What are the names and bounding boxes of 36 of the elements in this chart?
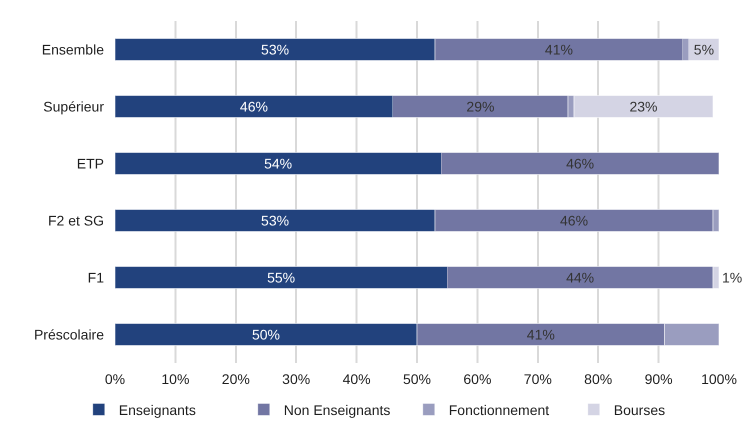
y-tick-label: F1 <box>88 269 104 286</box>
data-label: 23% <box>629 98 658 114</box>
data-label: 29% <box>466 98 494 114</box>
data-label: 54% <box>264 156 292 172</box>
x-tick-label: 70% <box>524 371 552 387</box>
data-label: 53% <box>261 212 290 228</box>
x-tick-label: 40% <box>342 371 371 387</box>
y-tick-label: Ensemble <box>42 41 104 58</box>
data-label: 50% <box>252 326 280 342</box>
x-tick-label: 10% <box>161 371 190 387</box>
x-tick-label: 0% <box>104 371 126 387</box>
x-tick-label: 90% <box>644 371 673 387</box>
legend-label: Fonctionnement <box>448 402 550 418</box>
y-tick-label: ETP <box>76 155 104 172</box>
legend-label: Non Enseignants <box>284 402 390 418</box>
x-tick-label: 50% <box>402 371 432 387</box>
x-tick-label: 60% <box>463 371 492 387</box>
data-label: 46% <box>240 98 268 114</box>
x-tick-label: 80% <box>584 371 612 387</box>
data-label: 41% <box>544 42 573 58</box>
y-tick-label: Préscolaire <box>34 326 104 342</box>
data-label: 5% <box>694 42 714 58</box>
data-label: 53% <box>261 42 290 58</box>
legend-label: Enseignants <box>118 402 196 418</box>
data-label: 55% <box>267 270 296 286</box>
data-label: 44% <box>566 270 594 286</box>
x-tick-label: 20% <box>222 371 250 387</box>
data-label: 1% <box>722 270 742 286</box>
data-label: 41% <box>526 326 555 342</box>
data-label: 46% <box>566 156 594 172</box>
legend-label: Bourses <box>614 402 666 418</box>
x-tick-label: 100% <box>701 371 737 387</box>
data-label: 46% <box>560 212 588 228</box>
y-tick-label: Supérieur <box>43 98 104 114</box>
x-tick-label: 30% <box>282 371 310 387</box>
y-tick-label: F2 et SG <box>48 212 104 228</box>
